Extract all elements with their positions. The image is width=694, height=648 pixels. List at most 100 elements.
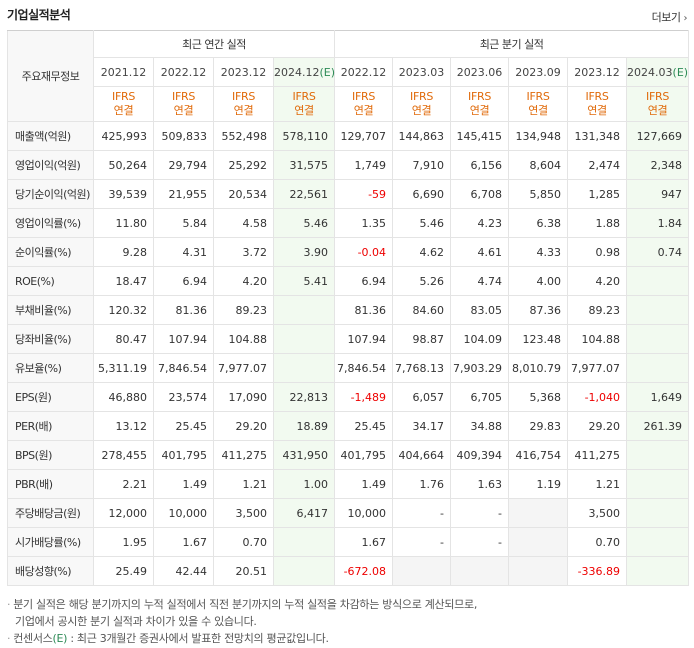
value-cell: 6.94 [334, 266, 394, 296]
value-cell: 145,415 [450, 121, 510, 151]
standard-label: IFRS [410, 90, 434, 103]
value-cell: 87.36 [508, 295, 569, 325]
bullet-icon: · [7, 598, 11, 611]
row-label: 부채비율(%) [7, 295, 94, 325]
value-cell: 1.88 [567, 208, 628, 238]
row-label: 시가배당률(%) [7, 527, 94, 557]
consolidation-label: 연결 [411, 104, 432, 117]
consolidation-label: 연결 [353, 104, 374, 117]
period-label: 2023.06 [456, 65, 503, 79]
value-cell: 98.87 [392, 324, 452, 354]
value-cell [508, 556, 569, 586]
period-header: 2023.06 [450, 57, 510, 87]
value-cell: 131,348 [567, 121, 628, 151]
value-cell: 34.17 [392, 411, 452, 441]
value-cell: 22,561 [272, 179, 336, 209]
value-cell: 4.00 [508, 266, 569, 296]
value-cell: 29.20 [213, 411, 274, 441]
value-cell: 1,285 [567, 179, 628, 209]
value-cell: 11.80 [93, 208, 154, 238]
value-cell: 84.60 [392, 295, 452, 325]
period-label: 2023.03 [398, 65, 445, 79]
value-cell: 89.23 [213, 295, 274, 325]
value-cell [508, 527, 569, 557]
value-cell: 3,500 [213, 498, 274, 528]
value-cell [626, 295, 690, 325]
value-cell: 25.45 [153, 411, 214, 441]
value-cell: 1.49 [153, 469, 214, 499]
table-row: PBR(배) 2.21 1.49 1.21 1.00 1.49 1.76 1.63 1.19 1.… [7, 469, 690, 499]
value-cell: 29,794 [153, 150, 214, 180]
value-cell: 431,950 [272, 440, 336, 470]
annual-group-header: 최근 연간 실적 [92, 30, 336, 58]
footnote-2-prefix: 컨센서스 [13, 632, 53, 645]
value-cell: 6,417 [272, 498, 336, 528]
value-cell: 1.95 [93, 527, 154, 557]
financial-table: 주요재무정보 최근 연간 실적 최근 분기 실적 2021.12 2022.12 2… [7, 30, 690, 586]
value-cell: 6,705 [450, 382, 510, 412]
value-cell: -672.08 [334, 556, 394, 586]
value-cell: 7,846.54 [153, 353, 214, 383]
value-cell: 6,690 [392, 179, 452, 209]
period-row: 2021.12 2022.12 2023.12 2024.12(E) 2022.12 20… [8, 57, 690, 87]
value-cell: 1,749 [334, 150, 394, 180]
value-cell: -1,040 [567, 382, 628, 412]
row-label: 매출액(억원) [7, 121, 94, 151]
value-cell: 401,795 [334, 440, 394, 470]
value-cell: 409,394 [450, 440, 510, 470]
value-cell: 509,833 [153, 121, 214, 151]
standard-row: IFRS 연결 IFRS 연결 IFRS 연결 IFRS 연결 IFRS 연결 IFRS 연결 IFRS… [8, 86, 690, 122]
table-row: ROE(%) 18.47 6.94 4.20 5.41 6.94 5.26 4.74 4.00 4… [7, 266, 690, 296]
value-cell [626, 353, 690, 383]
value-cell: 3.72 [213, 237, 274, 267]
value-cell: 5.46 [272, 208, 336, 238]
consolidation-label: 연결 [113, 104, 134, 117]
table-row: PER(배) 13.12 25.45 29.20 18.89 25.45 34.17 34.8… [7, 411, 690, 441]
table-row: BPS(원) 278,455 401,795 411,275 431,950 401,79… [7, 440, 690, 470]
value-cell: 2.21 [93, 469, 154, 499]
row-label: BPS(원) [7, 440, 94, 470]
value-cell: 947 [626, 179, 690, 209]
table-row: 순이익률(%) 9.28 4.31 3.72 3.90 -0.04 4.62 4.61 4.33… [7, 237, 690, 267]
period-header: 2021.12 [93, 57, 154, 87]
more-link[interactable]: 더보기 › [651, 9, 688, 25]
value-cell [272, 527, 336, 557]
value-cell: 20.51 [213, 556, 274, 586]
value-cell: 425,993 [93, 121, 154, 151]
value-cell: 31,575 [272, 150, 336, 180]
standard-label: IFRS [585, 90, 609, 103]
value-cell: 8,604 [508, 150, 569, 180]
value-cell: 42.44 [153, 556, 214, 586]
accounting-standard: IFRS 연결 [626, 86, 690, 122]
consolidation-label: 연결 [528, 104, 548, 117]
value-cell: 7,977.07 [213, 353, 274, 383]
value-cell: 1.67 [153, 527, 214, 557]
value-cell: 411,275 [213, 440, 274, 470]
row-label: ROE(%) [7, 266, 94, 296]
more-label[interactable]: 더보기 [651, 11, 681, 24]
period-header: 2023.03 [392, 57, 452, 87]
value-cell: -336.89 [567, 556, 628, 586]
value-cell: 46,880 [93, 382, 154, 412]
value-cell: 89.23 [567, 295, 628, 325]
value-cell: - [392, 498, 452, 528]
value-cell: 3,500 [567, 498, 628, 528]
consolidation-label: 연결 [233, 104, 254, 117]
value-cell [272, 556, 336, 586]
table-row: 당좌비율(%) 80.47 107.94 104.88 107.94 98.87 104.0… [7, 324, 690, 354]
footnote-2-text: : 최근 3개월간 증권사에서 발표한 전망치의 평균값입니다. [67, 632, 329, 645]
value-cell: 1.21 [213, 469, 274, 499]
value-cell: 10,000 [334, 498, 394, 528]
estimate-mark: (E) [672, 65, 689, 79]
chevron-right-icon[interactable]: › [683, 13, 688, 24]
footnote-2: · 컨센서스(E) : 최근 3개월간 증권사에서 발표한 전망치의 평균값입니다… [7, 630, 687, 647]
value-cell: 1.67 [334, 527, 394, 557]
value-cell: 5,850 [508, 179, 569, 209]
value-cell: 4.61 [450, 237, 510, 267]
value-cell [626, 266, 690, 296]
value-cell: 20,534 [213, 179, 274, 209]
value-cell: 8,010.79 [508, 353, 569, 383]
row-label: 유보율(%) [7, 353, 94, 383]
period-label: 2024.03 [627, 65, 673, 79]
value-cell: 23,574 [153, 382, 214, 412]
